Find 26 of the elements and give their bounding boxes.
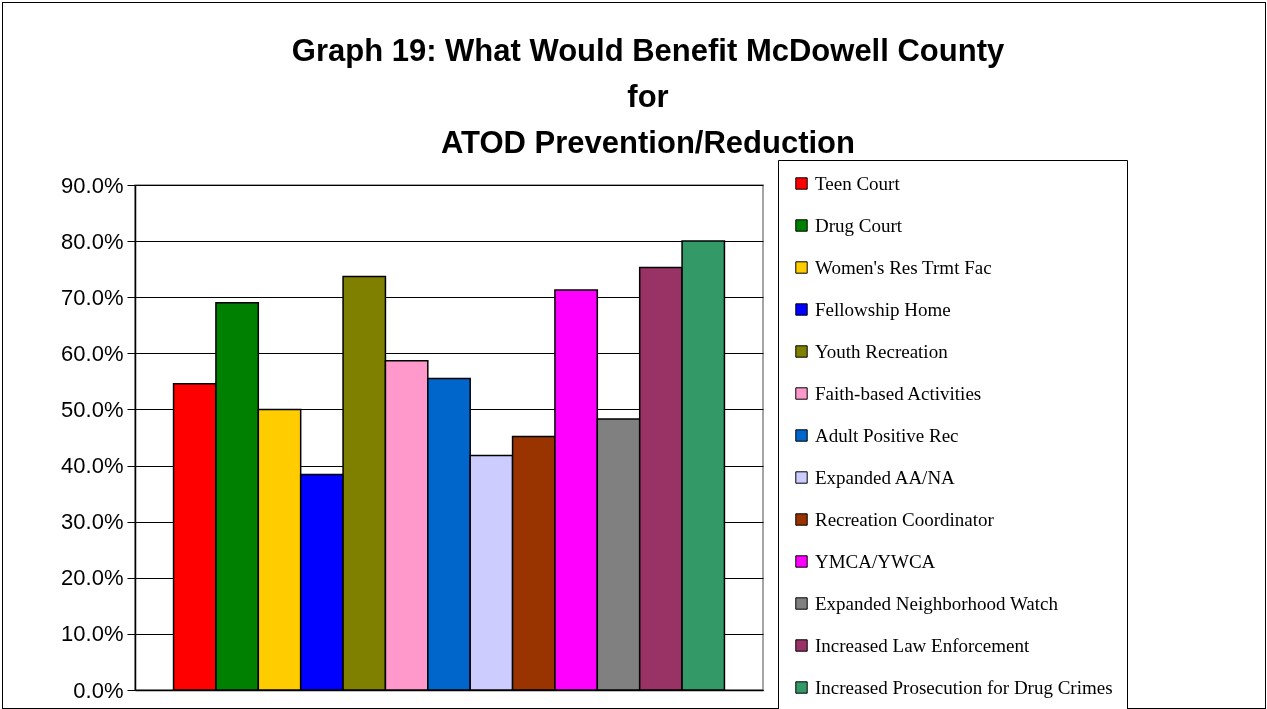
y-tick-label: 70.0% bbox=[61, 284, 124, 310]
text: Graph 19: What Would Benefit McDowell County bbox=[291, 32, 1005, 68]
legend-label: Adult Positive Rec bbox=[815, 424, 959, 446]
y-tick-label: 20.0% bbox=[61, 565, 124, 591]
legend-label: YMCA/YWCA bbox=[815, 550, 936, 572]
y-tick-label: 50.0% bbox=[61, 396, 124, 422]
legend-label: Faith-based Activities bbox=[815, 382, 982, 404]
y-tick-label: 90.0% bbox=[61, 172, 124, 198]
legend-label: Expanded Neighborhood Watch bbox=[815, 592, 1059, 614]
y-tick-label: 0.0% bbox=[73, 677, 124, 703]
y-tick-label: 10.0% bbox=[61, 621, 124, 647]
y-tick-label: 80.0% bbox=[61, 228, 124, 254]
y-tick-label: 40.0% bbox=[61, 453, 124, 479]
text: for bbox=[627, 78, 669, 114]
y-tick-label: 60.0% bbox=[61, 340, 124, 366]
legend-label: Recreation Coordinator bbox=[815, 508, 995, 530]
legend-label: Drug Court bbox=[815, 214, 903, 236]
legend-label: Teen Court bbox=[815, 172, 901, 194]
legend-label: Women's Res Trmt Fac bbox=[815, 256, 992, 278]
legend-label: Increased Prosecution for Drug Crimes bbox=[815, 676, 1113, 698]
y-tick-label: 30.0% bbox=[61, 509, 124, 535]
text: ATOD Prevention/Reduction bbox=[441, 124, 855, 160]
legend-label: Fellowship Home bbox=[815, 298, 951, 320]
legend-label: Increased Law Enforcement bbox=[815, 634, 1030, 656]
legend-label: Expanded AA/NA bbox=[815, 466, 956, 488]
legend-label: Youth Recreation bbox=[815, 340, 949, 362]
